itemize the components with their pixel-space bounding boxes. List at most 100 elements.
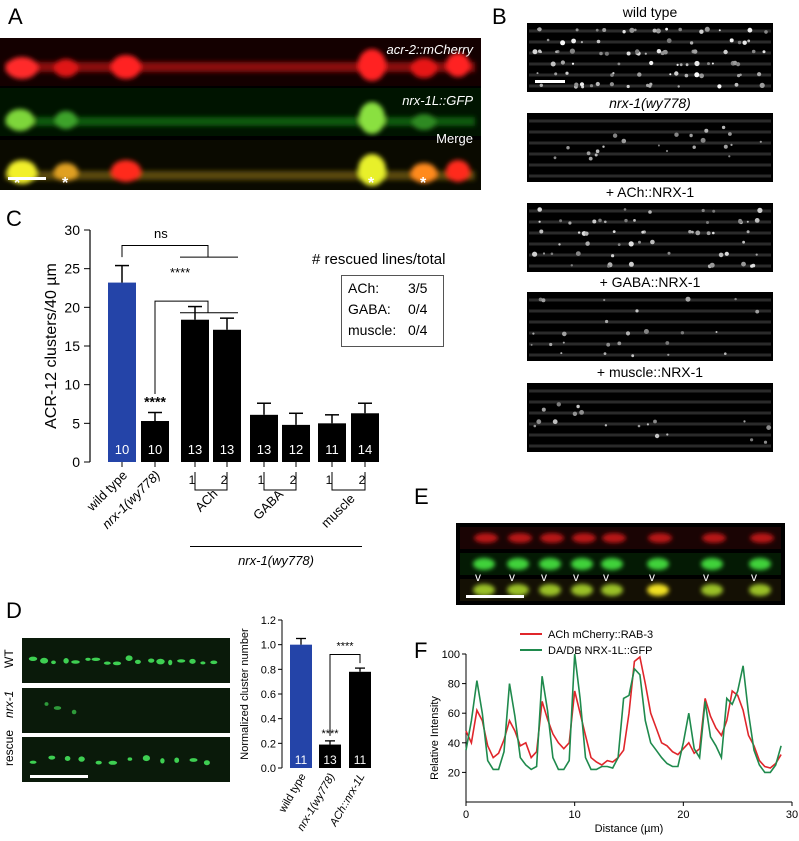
inset-row-ach: ACh:	[348, 280, 379, 296]
e-red-punctum	[648, 533, 672, 543]
y-tick-label: 80	[448, 679, 460, 691]
b-punctum	[624, 218, 628, 223]
y-tick-label: 0.0	[261, 763, 276, 775]
bar	[351, 413, 379, 462]
d-punctum	[71, 709, 77, 715]
n-label: 13	[220, 442, 234, 457]
y-tick-label: 0.4	[261, 714, 276, 726]
x-tick-label: 20	[677, 809, 689, 821]
b-punctum	[762, 50, 766, 54]
d-punctum	[125, 655, 133, 661]
b-punctum	[554, 72, 558, 76]
b-punctum	[737, 40, 742, 45]
b-punctum	[628, 261, 634, 267]
b-punctum	[539, 83, 543, 87]
b-punctum	[666, 433, 669, 436]
b-punctum	[562, 331, 567, 337]
b-punctum	[665, 341, 670, 345]
e-green-punctum	[601, 558, 623, 570]
b-punctum	[560, 40, 566, 46]
bar	[319, 744, 341, 768]
b-punctum	[648, 210, 652, 214]
b-punctum	[537, 207, 542, 212]
b-punctum	[757, 207, 763, 213]
b-punctum	[628, 241, 634, 247]
b-punctum	[674, 71, 679, 76]
panel-letter-a: A	[8, 4, 23, 29]
b-punctum	[537, 27, 540, 31]
b-punctum	[715, 331, 718, 333]
y-tick-label: 0.2	[261, 738, 276, 750]
micrograph-b-nrx1	[527, 113, 773, 182]
e-red-punctum	[750, 533, 774, 543]
b-punctum	[655, 28, 661, 34]
bottom-label-genotype: nrx-1(wy778)	[238, 553, 314, 568]
b-punctum	[604, 51, 609, 56]
b-punctum	[604, 424, 608, 427]
b-punctum	[560, 352, 563, 355]
micrograph-b-muscle	[527, 383, 773, 452]
e-green-punctum	[507, 558, 529, 570]
b-punctum	[580, 41, 583, 44]
b-punctum	[637, 72, 642, 77]
b-punctum	[617, 341, 622, 346]
b-punctum	[649, 60, 654, 66]
panel-letter-f: F	[414, 638, 428, 663]
arrowhead-mark: v	[603, 570, 609, 584]
b-punctum	[754, 218, 760, 223]
b-punctum	[617, 243, 621, 246]
b-punctum	[604, 220, 607, 224]
b-punctum	[666, 38, 672, 44]
bar	[250, 414, 278, 462]
inset-row-muscle-value: 0/4	[408, 322, 428, 338]
panel-letter-c: C	[6, 206, 22, 231]
d-punctum	[71, 660, 80, 664]
arrowhead-mark: v	[751, 570, 757, 584]
d-punctum	[29, 760, 37, 764]
b-punctum	[592, 219, 597, 224]
b-punctum	[692, 145, 696, 149]
y-tick-label: 15	[64, 338, 80, 354]
micrograph-d-nrx1	[22, 688, 230, 733]
d-punctum	[28, 656, 38, 661]
b-punctum	[602, 28, 607, 32]
e-merge-punctum	[701, 584, 723, 596]
b-punctum	[602, 145, 605, 148]
b-punctum	[694, 60, 700, 67]
b-punctum	[612, 72, 615, 75]
arrowhead-mark: v	[541, 570, 547, 584]
b-punctum	[542, 252, 546, 255]
category-label: wild type	[276, 772, 308, 816]
b-punctum	[622, 30, 626, 33]
b-punctum	[764, 30, 768, 34]
b-punctum	[667, 353, 670, 356]
b-punctum	[595, 149, 600, 153]
arrowhead-mark: v	[703, 570, 709, 584]
b-punctum	[637, 424, 641, 428]
b-punctum	[728, 155, 731, 158]
n-label: 11	[325, 442, 339, 457]
b-punctum	[685, 63, 689, 67]
b-punctum	[667, 251, 671, 255]
b-punctum	[766, 425, 772, 430]
b-punctum	[691, 230, 694, 234]
b-punctum	[571, 62, 575, 65]
n-label: 12	[289, 442, 303, 457]
b-punctum	[549, 342, 553, 347]
d-punctum	[210, 660, 218, 665]
d-punctum	[95, 760, 102, 765]
b-punctum	[589, 84, 594, 88]
y-tick-label: 10	[64, 377, 80, 393]
b-punctum	[706, 231, 711, 236]
b-punctum	[633, 219, 636, 222]
y-tick-label: 100	[442, 649, 460, 661]
e-merge-punctum	[507, 584, 529, 596]
e-merge-punctum	[749, 584, 771, 596]
b-punctum	[568, 221, 572, 225]
bottom-bracket-line	[190, 546, 362, 547]
d-punctum	[203, 760, 210, 766]
n-label: 11	[354, 753, 367, 767]
b-punctum	[562, 341, 565, 344]
e-red-punctum	[474, 533, 498, 543]
scale-bar	[8, 177, 46, 180]
